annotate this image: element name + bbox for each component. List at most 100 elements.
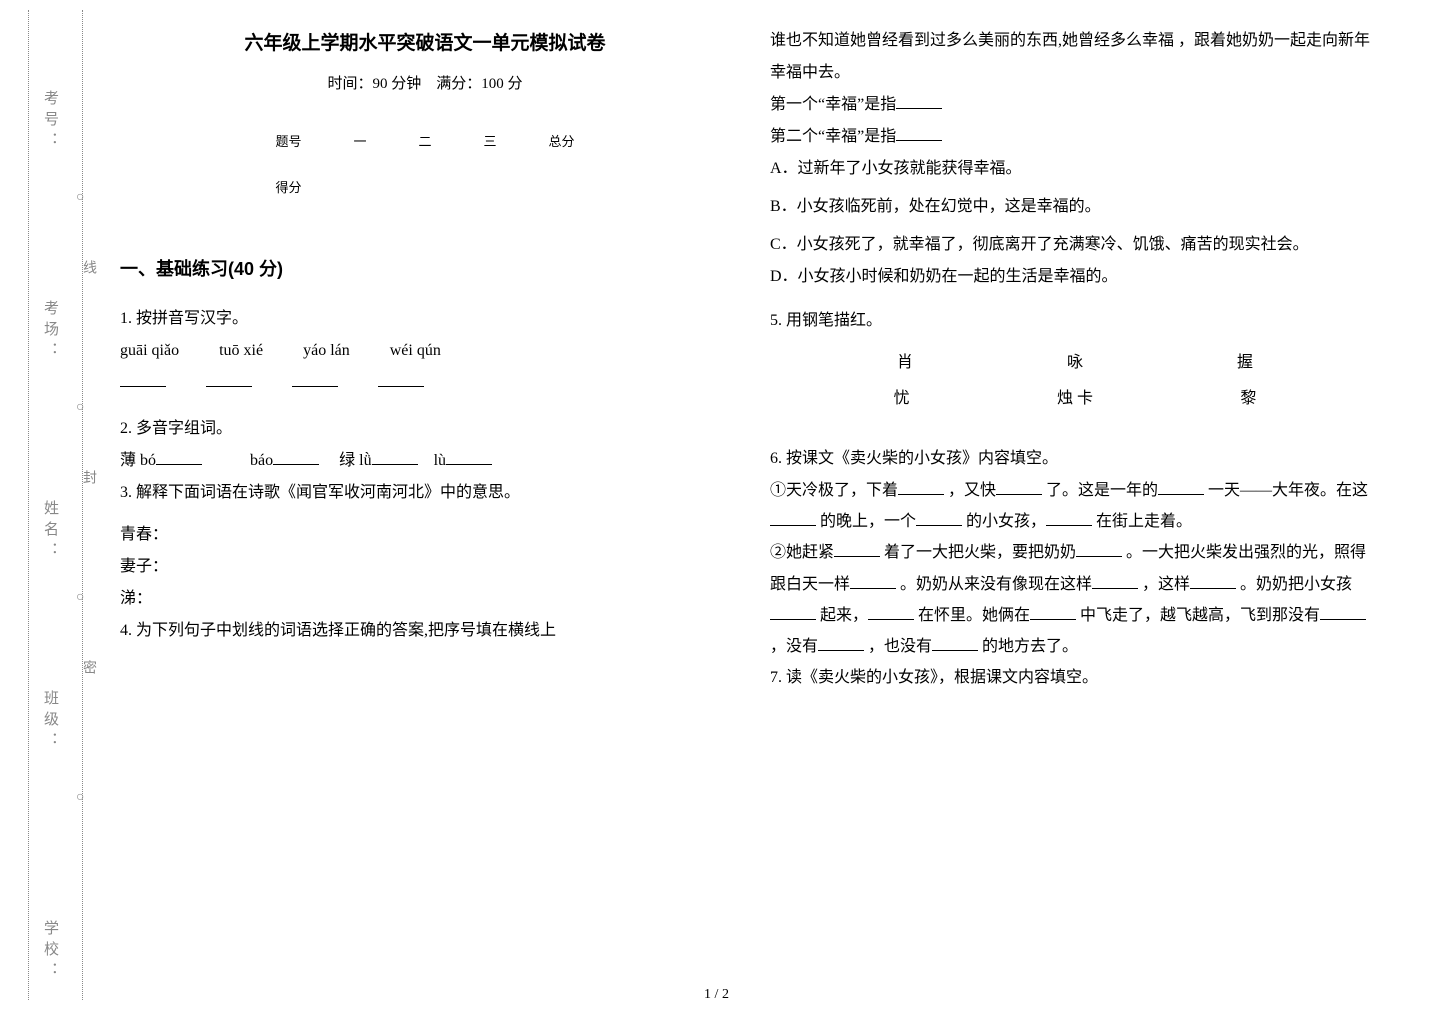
blank[interactable] (770, 510, 816, 526)
blank2-line: 第二个“幸福”是指 (770, 121, 1380, 153)
blank[interactable] (996, 479, 1042, 495)
q6-para1: ①天冷极了，下着 ，又快 了。这是一年的 一天——大年夜。在这 的晚上，一个 的… (770, 475, 1380, 537)
q6-para2: ②她赶紧 着了一大把火柴，要把奶奶 。一大把火柴发出强烈的光，照得跟白天一样 。… (770, 537, 1380, 662)
blank[interactable] (1092, 573, 1138, 589)
blank[interactable] (292, 386, 338, 387)
q3-stem: 3. 解释下面词语在诗歌《闻官军收河南河北》中的意思。 (120, 477, 730, 509)
blank[interactable] (1158, 479, 1204, 495)
blank1-label: 第一个“幸福”是指 (770, 96, 896, 113)
opt-d: D．小女孩小时候和奶奶在一起的生活是幸福的。 (770, 261, 1380, 293)
opt-a: A．过新年了小女孩就能获得幸福。 (770, 153, 1380, 185)
text: 。奶奶从来没有像现在这样 (900, 576, 1092, 593)
text: ，又快 (948, 482, 996, 499)
exam-title: 六年级上学期水平突破语文一单元模拟试卷 (120, 25, 730, 63)
text: 了。这是一年的 (1046, 482, 1158, 499)
trace-char: 烛 卡 (1057, 383, 1093, 415)
text: ②她赶紧 (770, 544, 834, 561)
q1-stem: 1. 按拼音写汉字。 (120, 303, 730, 335)
text: 的地方去了。 (982, 638, 1078, 655)
text: 的晚上，一个 (820, 513, 916, 530)
passage: 谁也不知道她曾经看到过多么美丽的东西,她曾经多么幸福 ，跟着她奶奶一起走向新年幸… (770, 25, 1380, 89)
blank[interactable] (206, 386, 252, 387)
seal-dot: ○ (76, 590, 84, 606)
blank[interactable] (378, 386, 424, 387)
right-column: 谁也不知道她曾经看到过多么美丽的东西,她曾经多么幸福 ，跟着她奶奶一起走向新年幸… (770, 25, 1380, 985)
seal-dot: ○ (76, 400, 84, 416)
seal-text-2: 封 (78, 470, 98, 488)
q7-stem: 7. 读《卖火柴的小女孩》，根据课文内容填空。 (770, 662, 1380, 694)
seal-text-3: 密 (78, 660, 98, 678)
blank[interactable] (1030, 604, 1076, 620)
th-col: 一 (327, 119, 392, 165)
th-label: 题号 (249, 119, 327, 165)
left-column: 六年级上学期水平突破语文一单元模拟试卷 时间：90 分钟 满分：100 分 题号… (120, 25, 730, 985)
q2-line: 薄 bó báo 绿 lǜ lù (120, 445, 730, 477)
text: 中飞走了，越飞越高，飞到那没有 (1080, 607, 1320, 624)
text: ①天冷极了，下着 (770, 482, 898, 499)
pinyin: wéi qún (390, 335, 441, 367)
q4-stem: 4. 为下列句子中划线的词语选择正确的答案,把序号填在横线上 (120, 615, 730, 647)
q2-a: 薄 bó (120, 452, 156, 469)
binding-strip: 考号： 考场： 姓名： 班级： 学校： ○ 线 ○ 封 ○ 密 ○ (0, 0, 90, 1011)
text: ，这样 (1142, 576, 1190, 593)
blank[interactable] (273, 449, 319, 465)
blank[interactable] (1320, 604, 1366, 620)
blank[interactable] (770, 604, 816, 620)
trace-char: 忧 (894, 383, 910, 415)
th-col: 二 (392, 119, 457, 165)
blank[interactable] (834, 541, 880, 557)
text: 一天——大年夜。在这 (1208, 482, 1368, 499)
q6-stem: 6. 按课文《卖火柴的小女孩》内容填空。 (770, 443, 1380, 475)
blank[interactable] (1076, 541, 1122, 557)
blank[interactable] (916, 510, 962, 526)
table-row: 题号 一 二 三 总分 (249, 119, 600, 165)
text: 起来， (820, 607, 868, 624)
blank[interactable] (898, 479, 944, 495)
table-row: 得分 (249, 165, 600, 211)
trace-char: 肖 (897, 347, 913, 379)
dotted-line-inner (82, 10, 83, 1000)
blank[interactable] (850, 573, 896, 589)
blank[interactable] (932, 635, 978, 651)
bind-label-xingming: 姓名： (40, 500, 61, 563)
seal-dot: ○ (76, 790, 84, 806)
blank2-label: 第二个“幸福”是指 (770, 128, 896, 145)
th-col: 三 (458, 119, 523, 165)
dotted-line-outer (28, 10, 29, 1000)
bind-label-kaochang: 考场： (40, 300, 61, 363)
blank[interactable] (818, 635, 864, 651)
text: ，也没有 (868, 638, 932, 655)
blank[interactable] (372, 449, 418, 465)
blank[interactable] (1046, 510, 1092, 526)
opt-c: C．小女孩死了，就幸福了，彻底离开了充满寒冷、饥饿、痛苦的现实社会。 (770, 229, 1380, 261)
q5-row1: 肖 咏 握 (820, 347, 1330, 379)
blank[interactable] (868, 604, 914, 620)
blank[interactable] (896, 93, 942, 109)
bind-label-banji: 班级： (40, 690, 61, 753)
q1-blank-row (120, 367, 730, 399)
blank[interactable] (120, 386, 166, 387)
q2-c: 绿 lǜ (339, 452, 371, 469)
blank[interactable] (896, 125, 942, 141)
text: 在街上走着。 (1096, 513, 1192, 530)
q1-pinyin-row: guāi qiǎo tuō xié yáo lán wéi qún (120, 335, 730, 367)
text: 。奶奶把小女孩 (1240, 576, 1352, 593)
exam-subtitle: 时间：90 分钟 满分：100 分 (120, 69, 730, 99)
page-number: 1 / 2 (704, 987, 729, 1003)
score-label: 得分 (249, 165, 327, 211)
blank[interactable] (446, 449, 492, 465)
q2-d: lù (434, 452, 446, 469)
blank[interactable] (1190, 573, 1236, 589)
text: ，没有 (770, 638, 818, 655)
pinyin: guāi qiǎo (120, 335, 179, 367)
pinyin: tuō xié (219, 335, 263, 367)
seal-dot: ○ (76, 190, 84, 206)
q5-stem: 5. 用钢笔描红。 (770, 305, 1380, 337)
page-content: 六年级上学期水平突破语文一单元模拟试卷 时间：90 分钟 满分：100 分 题号… (120, 25, 1410, 985)
pinyin: yáo lán (303, 335, 350, 367)
trace-char: 黎 (1240, 383, 1256, 415)
blank[interactable] (156, 449, 202, 465)
q5-row2: 忧 烛 卡 黎 (820, 383, 1330, 415)
bind-label-kaohao: 考号： (40, 90, 61, 153)
opt-b: B．小女孩临死前，处在幻觉中，这是幸福的。 (770, 191, 1380, 223)
